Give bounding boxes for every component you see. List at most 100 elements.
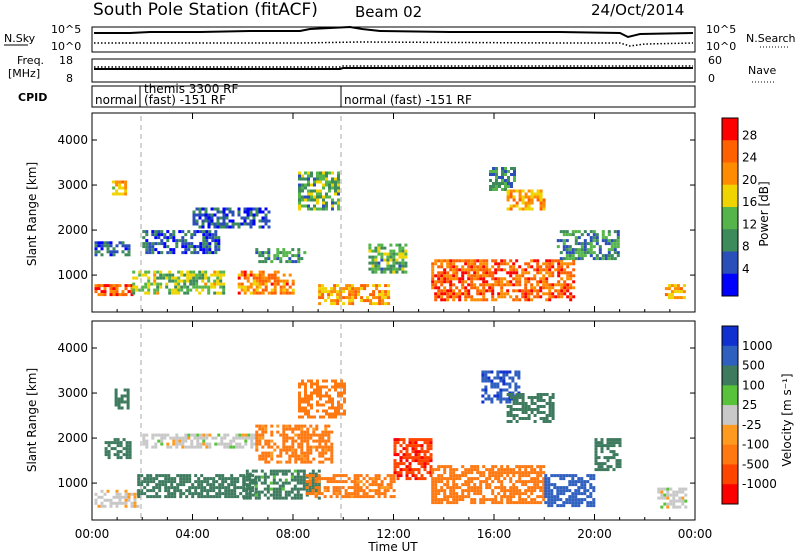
scatter-cell [297, 433, 301, 437]
scatter-cell [290, 478, 294, 482]
scatter-cell [316, 394, 319, 398]
scatter-cell [112, 290, 116, 294]
scatter-cell [270, 291, 274, 295]
scatter-cell [542, 486, 546, 490]
scatter-cell [386, 483, 390, 487]
scatter-cell [380, 243, 384, 247]
scatter-cell [431, 277, 435, 281]
chart-title: South Pole Station (fitACF) [93, 0, 318, 20]
scatter-cell [521, 268, 525, 272]
scatter-cell [304, 385, 307, 389]
scatter-cell [314, 477, 318, 481]
scatter-cell [494, 283, 498, 287]
scatter-cell [426, 459, 430, 463]
scatter-cell [318, 293, 322, 297]
scatter-cell [191, 483, 195, 487]
scatter-cell [160, 233, 164, 237]
scatter-cell [495, 182, 498, 185]
scatter-cell [285, 451, 289, 455]
scatter-cell [678, 499, 682, 503]
scatter-cell [287, 481, 291, 485]
scatter-cell [452, 483, 456, 487]
scatter-cell [351, 302, 355, 306]
scatter-cell [521, 295, 525, 299]
scatter-cell [239, 492, 243, 496]
scatter-cell [479, 480, 483, 484]
scatter-cell [434, 468, 438, 472]
scatter-cell [154, 248, 158, 252]
scatter-cell [440, 474, 444, 478]
scatter-cell [371, 258, 375, 262]
scatter-cell [205, 251, 209, 255]
scatter-cell [371, 477, 375, 481]
scatter-cell [539, 495, 543, 499]
scatter-cell [547, 486, 551, 490]
scatter-cell [536, 393, 540, 396]
scatter-cell [157, 236, 161, 240]
scatter-cell [681, 496, 685, 500]
scatter-cell [193, 436, 197, 440]
scatter-cell [210, 219, 214, 223]
scatter-cell [536, 198, 540, 202]
scatter-cell [443, 465, 447, 469]
scatter-cell [583, 483, 587, 487]
scatter-cell [325, 207, 328, 211]
scatter-cell [261, 430, 265, 434]
scatter-cell [168, 273, 172, 277]
scatter-cell [310, 397, 313, 401]
scatter-cell [303, 424, 307, 428]
scatter-cell [258, 270, 262, 274]
scatter-cell [220, 439, 224, 443]
scatter-cell [302, 484, 306, 488]
scatter-cell [194, 474, 198, 478]
scatter-cell [434, 298, 438, 302]
scatter-cell [589, 254, 593, 258]
scatter-cell [109, 498, 113, 502]
scatter-cell [536, 408, 540, 411]
scatter-cell [491, 489, 495, 493]
scatter-cell [255, 433, 259, 437]
scatter-cell [458, 289, 462, 293]
scatter-cell [489, 179, 492, 182]
scatter-cell [571, 248, 575, 252]
scatter-cell [383, 477, 387, 481]
scatter-cell [518, 474, 522, 478]
scatter-cell [296, 487, 300, 491]
scatter-cell [354, 287, 358, 291]
scatter-cell [205, 230, 209, 234]
scatter-cell [476, 289, 480, 293]
scatter-cell [275, 493, 279, 497]
scatter-cell [221, 477, 225, 481]
x-tick-label: 00:00 [75, 527, 110, 541]
scatter-cell [188, 492, 192, 496]
scatter-cell [319, 388, 322, 392]
scatter-cell [601, 230, 605, 234]
scatter-cell [342, 302, 346, 306]
scatter-cell [160, 230, 164, 234]
scatter-cell [330, 457, 334, 461]
scatter-cell [341, 474, 345, 478]
scatter-cell [261, 424, 265, 428]
scatter-cell [497, 486, 501, 490]
scatter-cell [565, 251, 569, 255]
scatter-cell [387, 293, 391, 297]
scatter-cell [293, 496, 297, 500]
scatter-cell [542, 483, 546, 487]
scatter-cell [434, 274, 438, 278]
scatter-cell [610, 248, 614, 252]
scatter-cell [544, 480, 548, 484]
scatter-cell [121, 186, 125, 190]
scatter-cell [233, 495, 237, 499]
scatter-cell [303, 430, 307, 434]
scatter-cell [219, 291, 223, 295]
cpid-panel: CPID normal themis 3300 RF (fast) -151 R… [18, 82, 696, 108]
scatter-cell [473, 468, 477, 472]
scatter-cell [300, 451, 304, 455]
scatter-cell [521, 271, 525, 275]
scatter-cell [330, 442, 334, 446]
scatter-cell [515, 298, 519, 302]
scatter-cell [544, 492, 548, 496]
scatter-cell [115, 489, 119, 493]
scatter-cell [130, 501, 134, 505]
scatter-cell [261, 288, 265, 292]
